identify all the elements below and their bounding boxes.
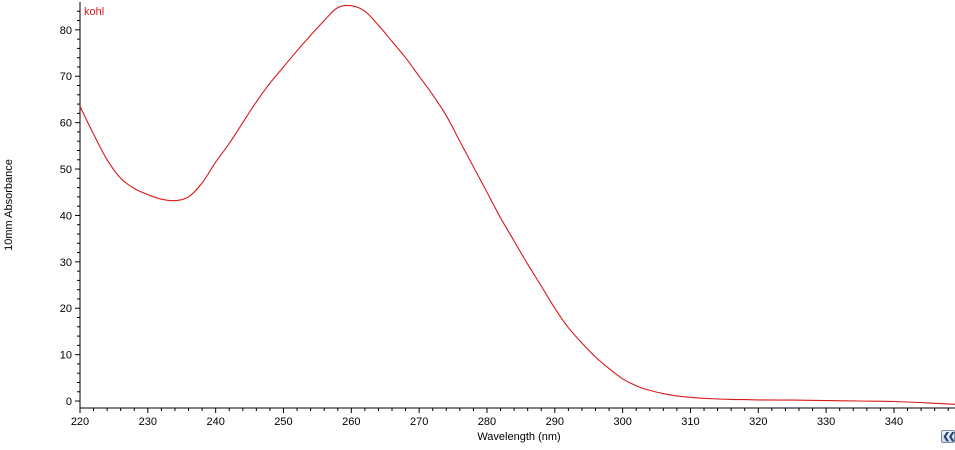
x-tick-label: 300 [613, 416, 631, 428]
y-tick-label: 40 [60, 210, 72, 222]
x-tick-label: 260 [342, 416, 360, 428]
collapse-panel-button[interactable]: ❮❮ [941, 430, 955, 443]
y-tick-label: 0 [66, 396, 72, 408]
y-tick-label: 60 [60, 118, 72, 130]
x-tick-label: 270 [410, 416, 428, 428]
x-tick-label: 320 [749, 416, 767, 428]
series-line-kohl [79, 4, 955, 405]
y-tick-label: 30 [60, 257, 72, 269]
x-axis-title: Wavelength (nm) [477, 431, 560, 443]
y-tick-label: 20 [60, 303, 72, 315]
y-axis-title: 10mm Absorbance [3, 159, 15, 251]
y-tick-label: 80 [60, 25, 72, 37]
legend-label: kohl [84, 6, 104, 18]
y-tick-label: 70 [60, 71, 72, 83]
x-tick-label: 310 [681, 416, 699, 428]
series-layer [79, 4, 955, 405]
x-tick-label: 340 [885, 416, 903, 428]
x-tick-label: 250 [274, 416, 292, 428]
tick-labels: 0 10 20 30 40 50 60 70 80 220 230 240 250 260 270 280 29… [60, 25, 903, 428]
axes [75, 2, 955, 413]
x-tick-label: 290 [546, 416, 564, 428]
x-tick-label: 240 [206, 416, 224, 428]
x-tick-label: 220 [71, 416, 89, 428]
x-tick-label: 280 [478, 416, 496, 428]
x-tick-label: 330 [817, 416, 835, 428]
x-tick-label: 230 [139, 416, 157, 428]
y-tick-label: 10 [60, 350, 72, 362]
y-tick-label: 50 [60, 164, 72, 176]
